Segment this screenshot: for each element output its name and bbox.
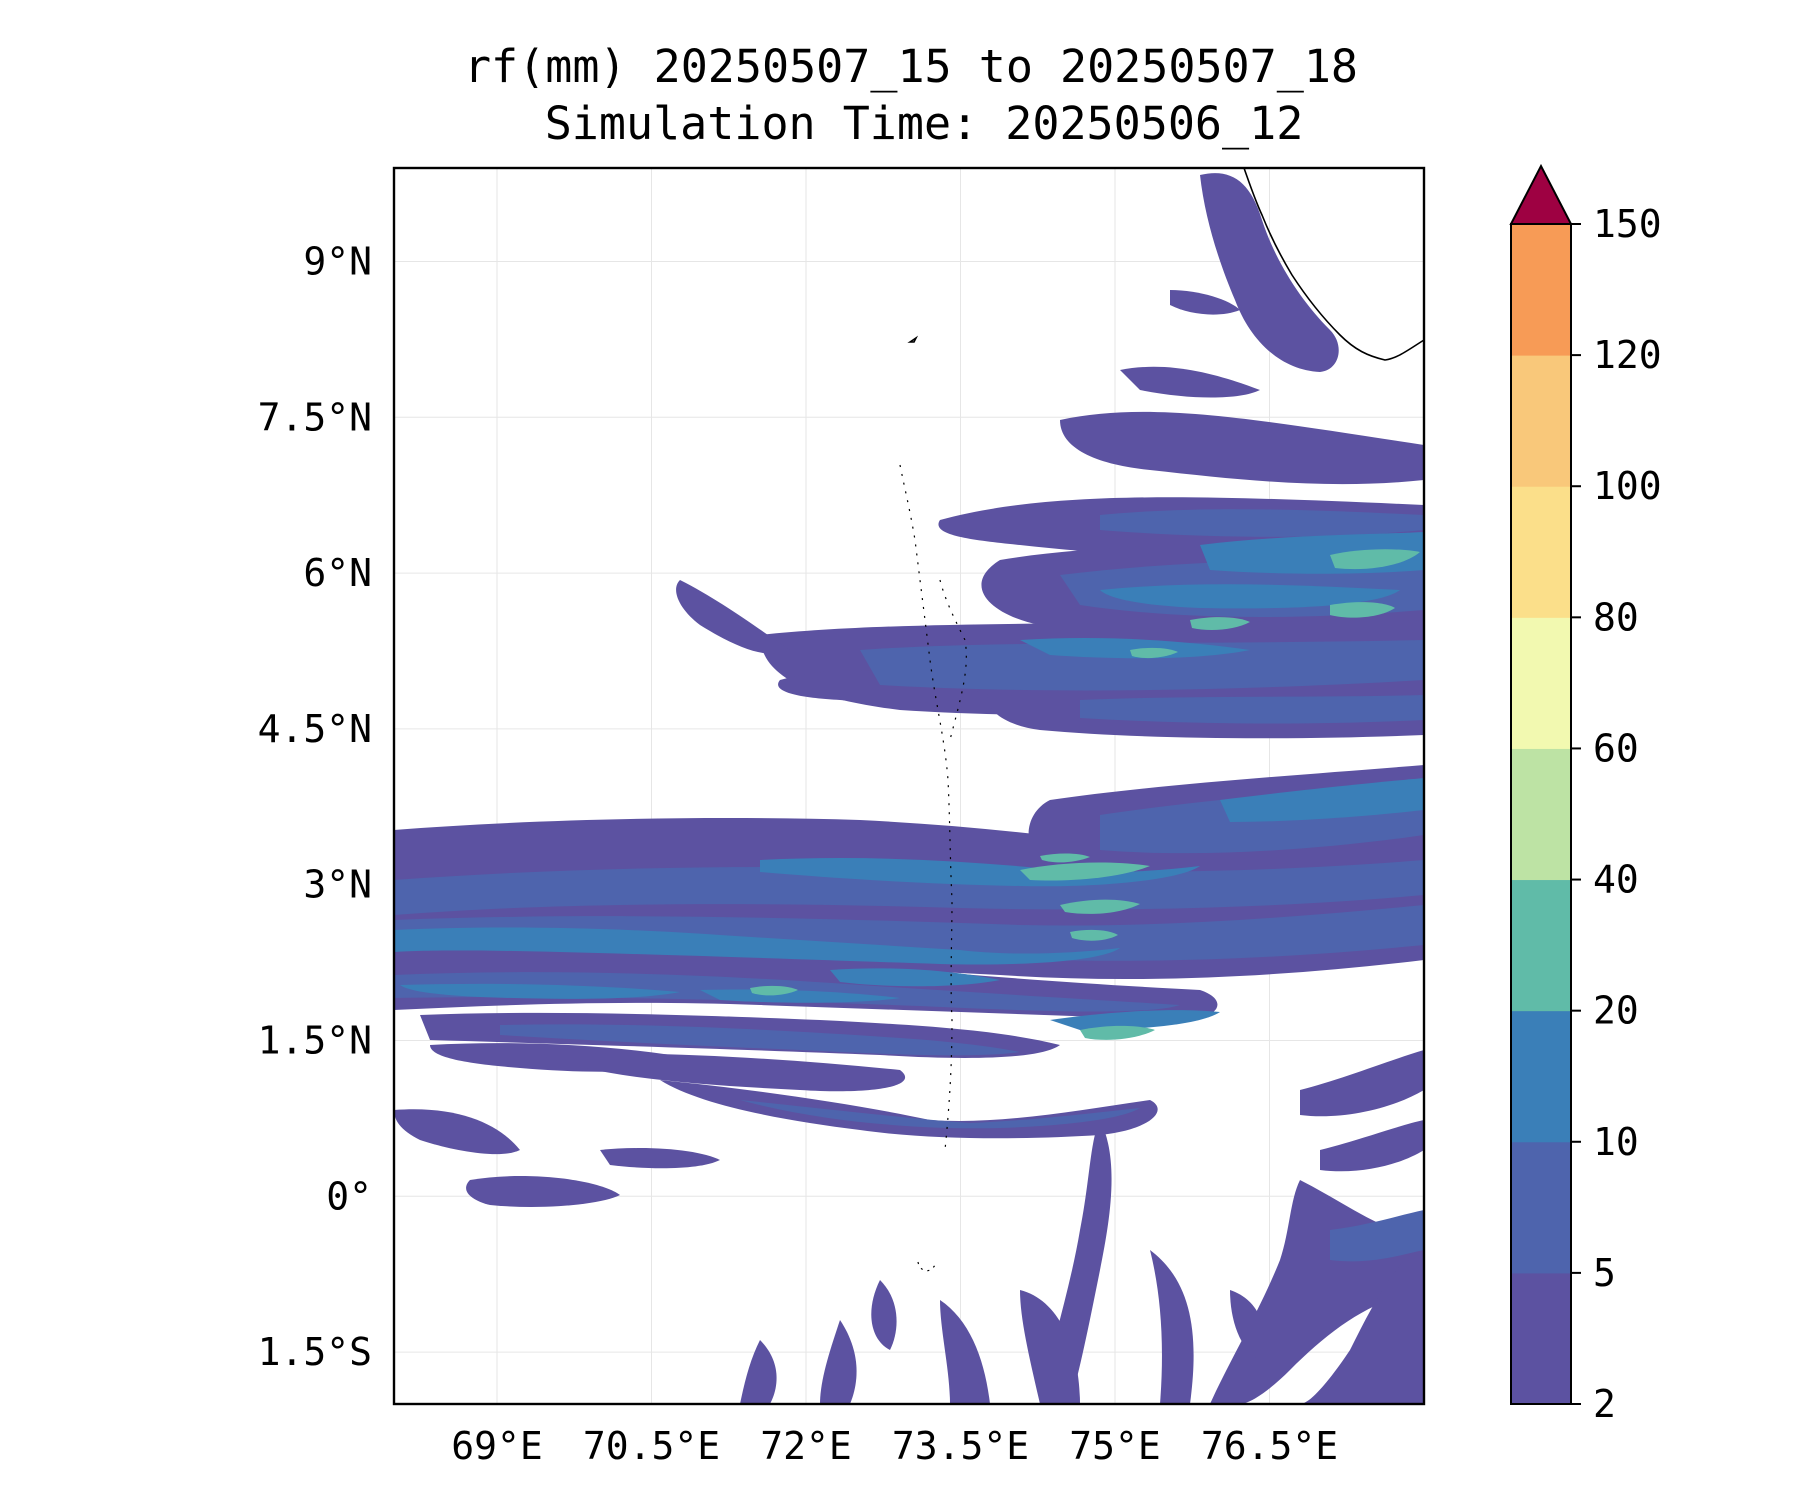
colorbar-block xyxy=(1511,879,1571,1012)
map-panel: 69°E 70.5°E 72°E 73.5°E 75°E 76.5°E 9°N 7.5°N 6… xyxy=(258,166,1426,1468)
core-23n xyxy=(400,983,680,999)
rain-level-20-40 xyxy=(750,549,1420,1040)
colorbar-block xyxy=(1511,1010,1571,1143)
band-75n xyxy=(1060,411,1424,485)
band-north-coast xyxy=(1200,173,1339,372)
band-east-0 xyxy=(1320,1120,1424,1172)
latitude-ticks: 9°N 7.5°N 6°N 4.5°N 3°N 1.5°N 0° 1.5°S xyxy=(258,239,372,1374)
colorbar-block xyxy=(1511,486,1571,618)
x-tick-label: 75°E xyxy=(1069,1424,1161,1468)
peak-55n xyxy=(1190,617,1250,630)
title-line-1: rf(mm) 20250507_15 to 20250507_18 xyxy=(464,40,1358,93)
peak-33n xyxy=(1040,853,1090,863)
band-south-mid-3 xyxy=(1020,1290,1080,1404)
x-tick-label: 76.5°E xyxy=(1201,1424,1338,1468)
y-tick-label: 3°N xyxy=(303,863,372,907)
inner-68n xyxy=(1100,509,1424,537)
inner-17n xyxy=(500,1024,1020,1056)
band-south-east-4 xyxy=(1150,1250,1194,1404)
core-19n xyxy=(700,989,900,1003)
india-coastline xyxy=(1243,167,1425,361)
colorbar-tick-label: 10 xyxy=(1593,1120,1639,1164)
maldives-atoll-east xyxy=(939,579,967,741)
core-55n xyxy=(1020,638,1250,659)
y-tick-label: 6°N xyxy=(303,551,372,595)
colorbar-blocks xyxy=(1511,224,1571,1405)
core-58n xyxy=(1100,584,1400,609)
y-tick-label: 1.5°N xyxy=(258,1018,372,1062)
peak-62n xyxy=(1330,549,1420,570)
core-15n xyxy=(1050,1010,1220,1030)
coastline xyxy=(899,167,1425,1272)
title-line-2: Simulation Time: 20250506_12 xyxy=(545,97,1304,150)
band-east-04n xyxy=(1300,1050,1424,1117)
band-south-mid-4 xyxy=(871,1280,897,1350)
band-south-east-5 xyxy=(1230,1290,1264,1360)
colorbar-block xyxy=(1511,1272,1571,1405)
band-05n-mid xyxy=(600,1148,720,1169)
peak-19n xyxy=(750,985,798,996)
x-tick-label: 69°E xyxy=(451,1424,543,1468)
core-36n xyxy=(1220,778,1424,822)
band-north-mid-1 xyxy=(1120,366,1260,398)
core-32n xyxy=(760,858,1200,887)
band-south-west xyxy=(740,1340,777,1404)
colorbar-tick-label: 80 xyxy=(1593,595,1639,639)
lakshadweep-island xyxy=(907,335,919,343)
addu-atoll xyxy=(917,1261,936,1272)
colorbar-tick-label: 5 xyxy=(1593,1251,1616,1295)
peak-58n xyxy=(1330,602,1395,618)
inner-48n xyxy=(1080,695,1424,724)
x-tick-label: 72°E xyxy=(760,1424,852,1468)
core-28n xyxy=(394,927,1120,965)
x-tick-label: 70.5°E xyxy=(583,1424,720,1468)
band-52n-west xyxy=(676,580,790,654)
peak-28n xyxy=(1060,899,1140,914)
y-tick-label: 0° xyxy=(326,1174,372,1218)
colorbar-tick-label: 150 xyxy=(1593,202,1662,246)
colorbar-tick-label: 2 xyxy=(1593,1382,1616,1426)
colorbar-block xyxy=(1511,1141,1571,1274)
peak-3n xyxy=(1020,862,1150,881)
rain-level-10-20 xyxy=(394,532,1424,1030)
y-tick-label: 4.5°N xyxy=(258,707,372,751)
band-south-mid-1 xyxy=(940,1300,990,1404)
x-tick-label: 73.5°E xyxy=(892,1424,1029,1468)
band-south-east-3 xyxy=(1300,1240,1424,1404)
colorbar: 2 5 10 20 40 60 80 100 120 150 xyxy=(1509,163,1662,1426)
core-22n-mid xyxy=(830,968,1000,987)
colorbar-tick-label: 60 xyxy=(1593,726,1639,770)
peak-26n xyxy=(1070,929,1118,941)
colorbar-block xyxy=(1511,748,1571,881)
colorbar-frame xyxy=(1510,223,1572,1405)
maldives-atoll-chain xyxy=(899,464,953,1151)
colorbar-ticks: 2 5 10 20 40 60 80 100 120 150 xyxy=(1571,202,1662,1426)
inner-1n xyxy=(740,1100,1140,1129)
colorbar-tick-label: 100 xyxy=(1593,464,1662,508)
peak-52n xyxy=(1130,647,1178,659)
y-tick-label: 1.5°S xyxy=(258,1330,372,1374)
inner-south-east xyxy=(1330,1210,1424,1262)
colorbar-block xyxy=(1511,355,1571,487)
rainfall-field xyxy=(394,173,1424,1404)
colorbar-block xyxy=(1511,224,1571,356)
map-frame xyxy=(392,166,1426,1406)
band-south-mid-2 xyxy=(820,1320,857,1404)
band-07n xyxy=(394,1109,520,1155)
y-tick-label: 7.5°N xyxy=(258,395,372,439)
colorbar-tick-label: 120 xyxy=(1593,333,1662,377)
colorbar-tick-label: 40 xyxy=(1593,858,1639,902)
colorbar-extend-triangle xyxy=(1509,163,1573,225)
colorbar-tick-label: 20 xyxy=(1593,989,1639,1033)
y-tick-label: 9°N xyxy=(303,239,372,283)
longitude-ticks: 69°E 70.5°E 72°E 73.5°E 75°E 76.5°E xyxy=(451,1424,1338,1468)
band-north-mid-2 xyxy=(1170,290,1240,315)
peak-18n xyxy=(1080,1025,1155,1040)
colorbar-block xyxy=(1511,617,1571,749)
inner-52n xyxy=(860,640,1424,691)
band-13n xyxy=(540,1053,906,1092)
band-02n-west xyxy=(466,1175,620,1207)
